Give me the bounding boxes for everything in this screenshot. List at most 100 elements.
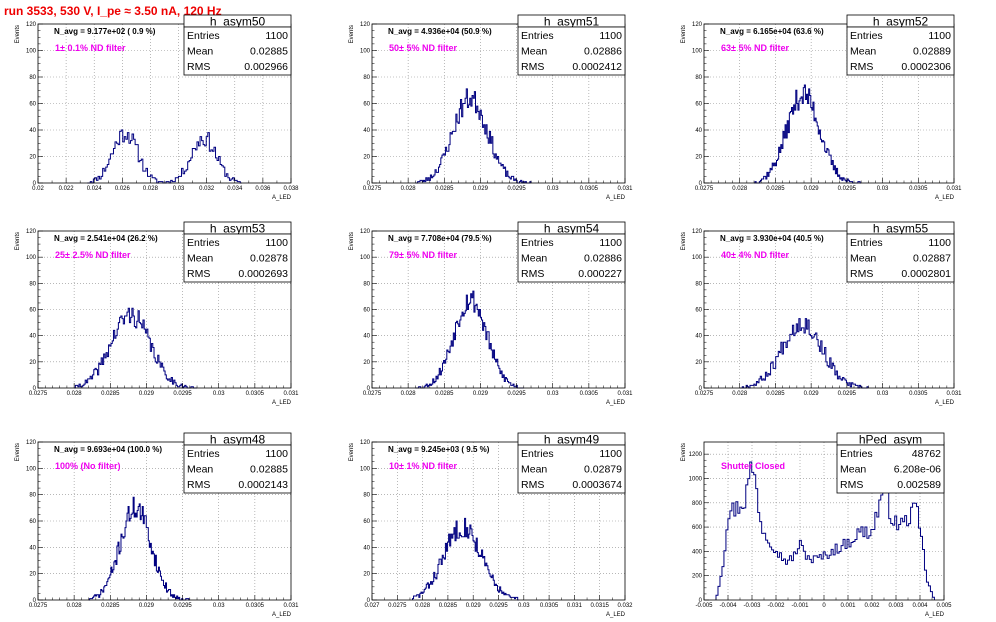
stats-values-box (836, 444, 945, 494)
stat-rms-label: RMS (187, 479, 210, 491)
y-tick-label: 600 (692, 525, 703, 531)
stats-values-box (183, 444, 292, 494)
navg-label: N_avg = 2.541e+04 (26.2 %) (54, 234, 158, 243)
filter-label: 63± 5% ND filter (721, 43, 789, 53)
histogram-h-asym52 (754, 84, 862, 184)
x-tick-label: -0.003 (743, 603, 761, 609)
y-tick-label: 20 (363, 155, 370, 161)
x-axis-title: A_LED (272, 612, 292, 618)
x-tick-label: 0 (822, 603, 826, 609)
stat-mean-value: 0.02887 (913, 253, 951, 265)
x-tick-label: 0.029 (139, 603, 155, 609)
x-tick-label: 0.0285 (435, 186, 454, 192)
y-tick-label: 60 (363, 308, 370, 314)
navg-label: N_avg = 9.245e+03 ( 9.5 %) (388, 445, 490, 454)
stat-entries-label: Entries (521, 237, 554, 249)
stat-rms-label: RMS (521, 479, 544, 491)
stat-mean-label: Mean (850, 46, 876, 58)
x-tick-label: 0.0285 (766, 391, 785, 397)
y-tick-label: 80 (695, 281, 702, 287)
stat-mean-value: 0.02878 (250, 253, 288, 265)
y-tick-label: 100 (360, 466, 371, 472)
stat-mean-label: Mean (521, 46, 547, 58)
x-tick-label: 0.031 (946, 186, 962, 192)
y-tick-label: 80 (695, 75, 702, 81)
y-tick-label: 800 (692, 501, 703, 507)
x-tick-label: 0.027 (364, 603, 380, 609)
x-tick-label: 0.0275 (29, 391, 48, 397)
panel-h-asym49: 0.027 0.0275 0.028 0.0285 0.029 0.0295 0.03 0.0… (349, 433, 633, 619)
x-tick-label: 0.03 (547, 186, 559, 192)
filter-label: 10± 1% ND filter (389, 461, 457, 471)
y-axis-title: Events (15, 25, 21, 43)
y-tick-label: 20 (29, 155, 36, 161)
x-tick-label: 0.03 (518, 603, 530, 609)
navg-label: N_avg = 9.177e+02 ( 0.9 %) (54, 27, 156, 36)
stat-rms-label: RMS (850, 268, 873, 280)
y-tick-label: 80 (363, 75, 370, 81)
stat-entries-value: 48762 (912, 448, 941, 460)
y-tick-label: 20 (695, 155, 702, 161)
x-tick-label: 0.0295 (507, 391, 526, 397)
y-tick-label: 80 (363, 493, 370, 499)
y-tick-label: 80 (29, 75, 36, 81)
stat-mean-label: Mean (187, 46, 213, 58)
x-tick-label: 0.032 (199, 186, 215, 192)
stats-values-box (517, 444, 626, 494)
x-axis-title: A_LED (606, 612, 626, 618)
y-tick-label: 60 (695, 102, 702, 108)
x-tick-label: 0.0315 (591, 603, 610, 609)
x-tick-label: 0.0305 (246, 391, 265, 397)
histogram-name: h_asym51 (544, 15, 600, 29)
y-tick-label: 1000 (689, 476, 703, 482)
y-tick-label: 60 (695, 308, 702, 314)
stat-rms-label: RMS (840, 479, 863, 491)
histogram-hPed-asym (715, 461, 935, 600)
x-tick-label: 0.022 (59, 186, 75, 192)
panel-h-asym54: 0.0275 0.028 0.0285 0.029 0.0295 0.03 0.0305 0.… (349, 222, 633, 407)
x-axis-title: A_LED (925, 612, 945, 618)
y-tick-label: 100 (692, 255, 703, 261)
x-tick-label: 0.029 (804, 391, 820, 397)
navg-label: N_avg = 7.708e+04 (79.5 %) (388, 234, 492, 243)
stat-rms-value: 0.002966 (244, 61, 288, 73)
histogram-name: h_asym53 (210, 222, 266, 236)
stat-rms-label: RMS (521, 268, 544, 280)
x-tick-label: 0.028 (732, 186, 748, 192)
y-tick-label: 100 (26, 49, 37, 55)
stat-entries-label: Entries (850, 30, 883, 42)
filter-label: 1± 0.1% ND filter (55, 43, 126, 53)
y-tick-label: 100 (360, 255, 371, 261)
x-tick-label: 0.038 (283, 186, 299, 192)
stat-entries-label: Entries (187, 237, 220, 249)
x-tick-label: 0.031 (946, 391, 962, 397)
x-tick-label: 0.031 (617, 391, 633, 397)
y-tick-label: 80 (363, 281, 370, 287)
x-tick-label: 0.024 (87, 186, 103, 192)
y-tick-label: 60 (363, 519, 370, 525)
stat-entries-value: 1100 (928, 237, 951, 249)
stat-rms-value: 0.0002143 (238, 479, 288, 491)
histogram-h-asym51 (415, 88, 532, 184)
x-tick-label: 0.02 (32, 186, 44, 192)
x-tick-label: 0.0305 (580, 186, 599, 192)
x-tick-label: 0.031 (283, 603, 299, 609)
y-tick-label: 0 (367, 598, 371, 604)
histogram-panels: 0.02 0.022 0.024 0.026 0.028 0.03 0.032 0.034 0.… (15, 15, 962, 619)
x-tick-label: 0.031 (567, 603, 583, 609)
stat-mean-label: Mean (521, 464, 547, 476)
stat-rms-value: 0.0002801 (901, 268, 951, 280)
x-tick-label: 0.036 (255, 186, 271, 192)
stat-rms-value: 0.002589 (897, 479, 941, 491)
stat-rms-value: 0.000227 (578, 268, 622, 280)
filter-label: 40± 4% ND filter (721, 250, 789, 260)
stat-mean-label: Mean (187, 464, 213, 476)
x-tick-label: 0.028 (67, 391, 83, 397)
